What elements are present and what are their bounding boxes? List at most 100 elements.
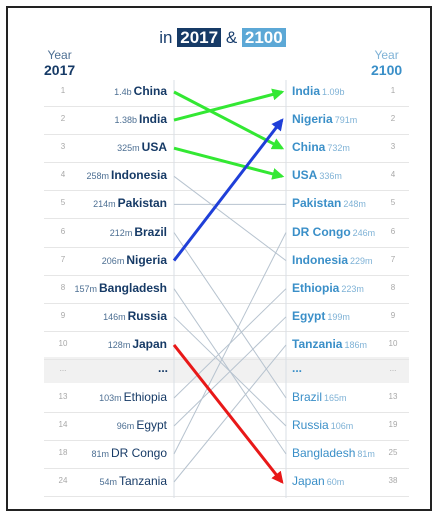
left-rank: 3	[60, 142, 66, 152]
left-ellipsis-rank: ...	[59, 364, 67, 373]
country-name: Tanzania	[118, 474, 167, 488]
country-name: Japan	[292, 474, 325, 488]
left-country-russia: 146m Russia	[103, 309, 167, 323]
left-country-tanzania: 54m Tanzania	[99, 474, 167, 488]
country-name: Tanzania	[292, 336, 343, 351]
population-value: 157m	[74, 283, 97, 294]
country-name: DR Congo	[110, 446, 167, 460]
arrow-japan	[172, 343, 284, 484]
left-country-egypt: 96m Egypt	[117, 418, 167, 432]
country-name: Egypt	[136, 418, 167, 432]
right-country-china: China 732m	[292, 140, 350, 154]
title-year-2017: 2017	[177, 28, 222, 47]
population-value: 1.09b	[322, 87, 345, 97]
ellipsis-band	[44, 357, 409, 383]
right-rank: 10	[388, 338, 398, 348]
left-rank: 24	[58, 476, 68, 485]
left-country-japan: 128m Japan	[108, 337, 167, 351]
left-rank: 4	[60, 170, 66, 180]
country-name: India	[138, 112, 167, 127]
population-value: 54m	[99, 477, 117, 487]
country-name: India	[292, 84, 321, 98]
left-year-header: Year 2017	[44, 48, 75, 79]
left-country-nigeria: 206m Nigeria	[102, 253, 167, 267]
row-divider	[44, 302, 409, 304]
country-name: Egypt	[292, 308, 326, 323]
left-country-ethiopia: 103m Ethiopia	[99, 390, 167, 404]
population-value: 258m	[86, 171, 109, 182]
right-rank: 38	[388, 476, 398, 485]
right-year-label: Year	[374, 48, 399, 62]
title-year-2100: 2100	[241, 28, 286, 47]
title-prefix: in	[159, 28, 173, 47]
left-country-china: 1.4b China	[114, 84, 167, 98]
left-rank: 2	[60, 114, 66, 124]
right-country-pakistan: Pakistan 248m	[292, 196, 366, 210]
connector-indonesia	[173, 175, 287, 261]
row-divider	[44, 496, 409, 497]
country-name: Bangladesh	[98, 280, 167, 295]
left-rank: 7	[60, 254, 66, 264]
right-country-bangladesh: Bangladesh 81m	[292, 446, 375, 460]
left-year-label: Year	[47, 48, 72, 62]
right-rank: 2	[390, 114, 396, 124]
left-rank: 1	[60, 86, 66, 95]
row-divider	[44, 358, 409, 360]
population-value: 81m	[357, 449, 375, 459]
country-name: DR Congo	[292, 224, 351, 239]
right-country-ethiopia: Ethiopia 223m	[292, 281, 364, 295]
country-name: Ethiopia	[123, 390, 167, 404]
country-name: Nigeria	[126, 252, 167, 267]
population-value: 103m	[99, 393, 122, 403]
country-name: Russia	[292, 418, 329, 432]
population-value: 165m	[324, 393, 347, 403]
population-value: 128m	[107, 339, 131, 350]
country-name: China	[292, 140, 326, 155]
left-country-indonesia: 258m Indonesia	[86, 168, 167, 182]
right-country-tanzania: Tanzania 186m	[292, 337, 367, 351]
population-value: 146m	[103, 311, 126, 322]
country-name: Brazil	[134, 224, 167, 239]
right-year-value: 2100	[371, 62, 403, 78]
right-rank: 7	[390, 254, 396, 264]
right-year-header: Year 2100	[371, 48, 403, 79]
row-divider	[44, 468, 409, 469]
left-country-brazil: 212m Brazil	[110, 225, 167, 239]
right-country-dr-congo: DR Congo 246m	[292, 225, 375, 239]
left-country-usa: 325m USA	[117, 140, 167, 154]
population-value: 96m	[116, 421, 135, 431]
population-value: 206m	[101, 255, 125, 266]
left-rank: 5	[60, 198, 66, 208]
right-rank: 13	[388, 392, 398, 401]
population-value: 336m	[319, 171, 342, 182]
right-rank: 5	[390, 198, 396, 208]
row-divider	[44, 440, 409, 441]
right-country-egypt: Egypt 199m	[292, 309, 350, 323]
row-divider	[44, 134, 409, 136]
left-rank: 13	[58, 392, 68, 401]
right-country-usa: USA 336m	[292, 168, 342, 182]
connector-tanzania	[173, 344, 287, 483]
left-rank: 14	[58, 420, 68, 429]
left-country-dr-congo: 81m DR Congo	[91, 446, 167, 460]
population-value: 223m	[341, 283, 364, 294]
country-name: Ethiopia	[292, 280, 340, 295]
country-name: Japan	[132, 336, 167, 351]
connector-brazil	[173, 232, 287, 399]
right-country-japan: Japan 60m	[292, 474, 344, 488]
population-value: 214m	[93, 199, 116, 210]
right-country-indonesia: Indonesia 229m	[292, 253, 373, 267]
population-value: 212m	[109, 227, 133, 238]
arrow-india	[173, 88, 285, 122]
left-rank: 10	[58, 338, 68, 348]
population-value: 229m	[350, 255, 373, 266]
right-rank: 3	[390, 142, 396, 152]
population-value: 732m	[327, 143, 350, 154]
right-country-brazil: Brazil 165m	[292, 390, 347, 404]
left-country-pakistan: 214m Pakistan	[93, 196, 167, 210]
right-country-russia: Russia 106m	[292, 418, 353, 432]
row-divider	[44, 246, 409, 248]
left-country-india: 1.38b India	[114, 112, 167, 126]
right-ellipsis: ...	[292, 361, 303, 375]
